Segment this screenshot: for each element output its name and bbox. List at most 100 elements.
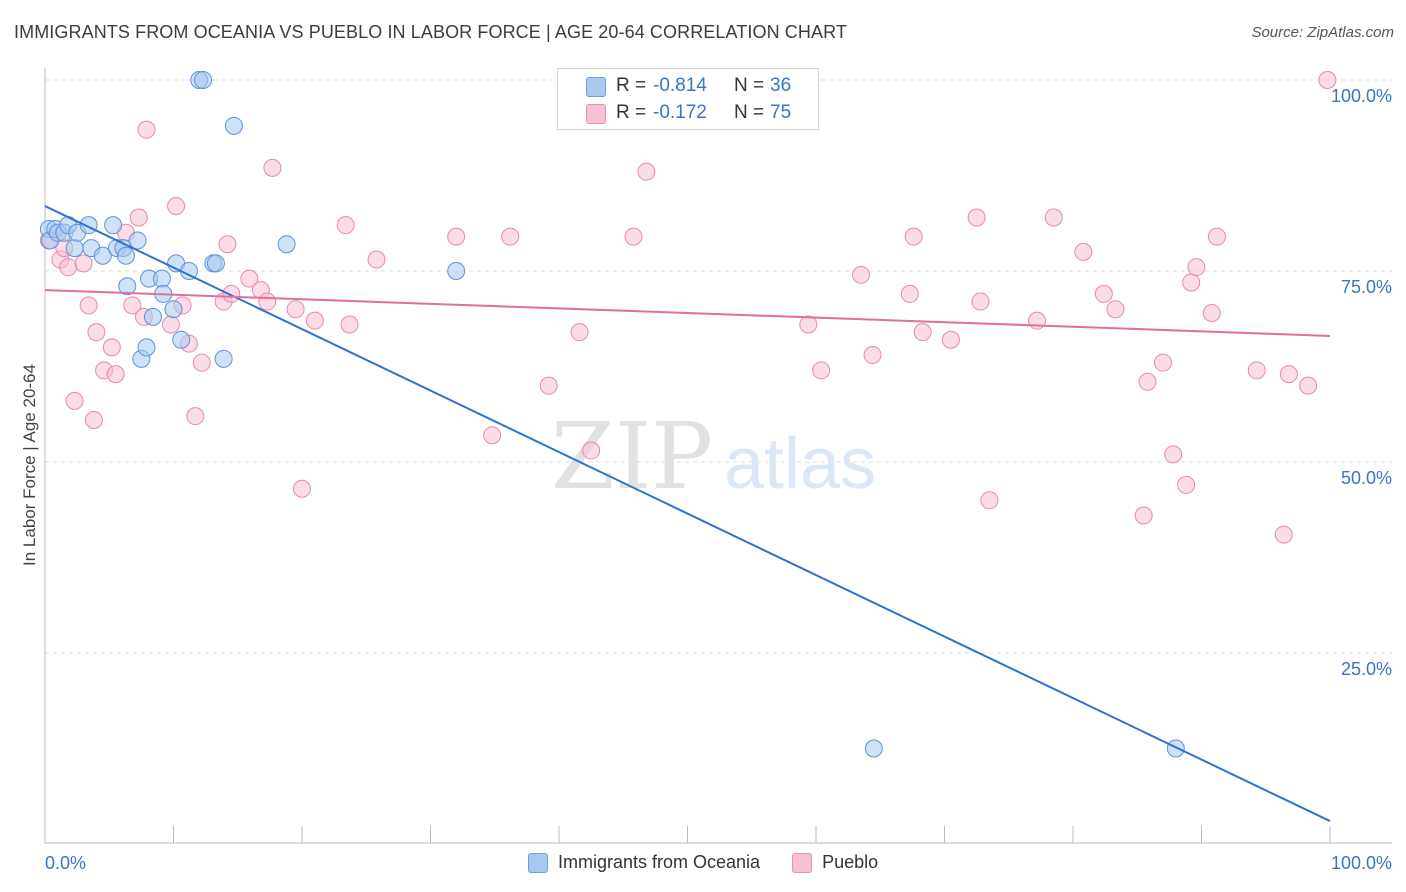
point-pueblo [1202, 304, 1221, 323]
trend-line-pueblo [44, 289, 1331, 337]
point-oceania [277, 235, 296, 254]
point-oceania [164, 300, 183, 319]
point-pueblo [913, 323, 932, 342]
legend-item-oceania: Immigrants from Oceania [528, 852, 760, 873]
point-pueblo [192, 353, 211, 372]
point-pueblo [84, 410, 103, 429]
point-pueblo [570, 323, 589, 342]
point-pueblo [1177, 475, 1196, 494]
point-pueblo [336, 216, 355, 235]
point-pueblo [79, 296, 98, 315]
point-pueblo [1094, 284, 1113, 303]
point-pueblo [367, 250, 386, 269]
legend-swatch-pueblo [792, 852, 813, 873]
point-pueblo [186, 407, 205, 426]
legend-label-oceania: Immigrants from Oceania [558, 852, 761, 872]
point-pueblo [1207, 227, 1226, 246]
watermark-atlas: atlas [724, 424, 876, 504]
trend-lines [44, 205, 1331, 822]
point-pueblo [637, 162, 656, 181]
axes [44, 68, 1392, 844]
point-oceania [116, 246, 135, 265]
stats-r-value: -0.172 [653, 102, 707, 123]
point-pueblo [447, 227, 466, 246]
stats-legend: R = -0.814 N = 36 R = -0.172 N = 75 [557, 68, 819, 130]
bottom-legend: Immigrants from Oceania Pueblo [528, 852, 900, 873]
stats-swatch-oceania [586, 77, 606, 97]
point-pueblo [582, 441, 601, 460]
point-pueblo [1299, 376, 1318, 395]
point-oceania [65, 239, 84, 258]
point-pueblo [340, 315, 359, 334]
point-pueblo [539, 376, 558, 395]
point-pueblo [222, 284, 241, 303]
point-pueblo [74, 254, 93, 273]
point-pueblo [286, 300, 305, 319]
point-oceania [118, 277, 137, 296]
point-pueblo [904, 227, 923, 246]
data-points [39, 71, 1337, 758]
point-pueblo [501, 227, 520, 246]
point-pueblo [941, 330, 960, 349]
y-tick-label: 75.0% [1341, 277, 1392, 297]
point-pueblo [218, 235, 237, 254]
point-oceania [206, 254, 225, 273]
stats-swatch-pueblo [586, 104, 606, 124]
point-pueblo [971, 292, 990, 311]
point-pueblo [293, 479, 311, 498]
point-oceania [104, 216, 123, 235]
point-pueblo [161, 315, 180, 334]
point-oceania [143, 307, 162, 326]
point-pueblo [483, 426, 502, 445]
source-note: Source: ZipAtlas.com [1251, 24, 1394, 41]
stats-r-value: -0.814 [653, 75, 707, 96]
stats-n-label: N = [734, 102, 765, 123]
point-pueblo [59, 258, 78, 277]
watermark-zip: ZIP [551, 403, 713, 510]
point-pueblo [967, 208, 986, 227]
watermark: ZIP atlas [551, 403, 876, 510]
point-pueblo [129, 208, 148, 227]
stats-r-label: R = [616, 102, 647, 123]
trend-line-oceania [44, 205, 1331, 822]
point-pueblo [87, 323, 106, 342]
point-pueblo [1318, 71, 1337, 89]
point-pueblo [624, 227, 643, 246]
y-tick-label: 100.0% [1331, 86, 1392, 106]
point-pueblo [123, 296, 142, 315]
stats-n-label: N = [734, 75, 765, 96]
point-pueblo [263, 158, 282, 177]
point-pueblo [1153, 353, 1172, 372]
point-pueblo [137, 120, 156, 139]
point-oceania [128, 231, 147, 250]
point-oceania [447, 262, 466, 280]
point-pueblo [106, 365, 125, 384]
point-pueblo [1044, 208, 1063, 227]
stats-n-value: 75 [770, 102, 792, 123]
point-pueblo [812, 361, 831, 380]
y-tick-label: 50.0% [1341, 468, 1392, 488]
point-pueblo [1274, 525, 1293, 544]
point-pueblo [1106, 300, 1125, 319]
point-pueblo [305, 311, 324, 330]
point-oceania [172, 330, 191, 349]
tick-labels: 25.0% 50.0% 75.0% 100.0% 0.0% 100.0% [45, 86, 1392, 873]
legend-item-pueblo: Pueblo [792, 852, 878, 873]
point-pueblo [1187, 258, 1206, 277]
point-pueblo [1279, 365, 1298, 384]
point-pueblo [1134, 506, 1153, 525]
point-pueblo [1247, 361, 1266, 380]
legend-swatch-oceania [528, 852, 548, 873]
point-oceania [864, 739, 883, 758]
point-pueblo [258, 292, 277, 311]
chart-title: IMMIGRANTS FROM OCEANIA VS PUEBLO IN LAB… [14, 22, 847, 42]
point-oceania [137, 338, 156, 357]
point-oceania [1166, 739, 1185, 758]
x-tick-label: 0.0% [45, 853, 86, 873]
point-pueblo [1074, 242, 1093, 261]
point-pueblo [799, 315, 818, 334]
stats-r-label: R = [616, 75, 647, 96]
y-tick-label: 25.0% [1341, 659, 1392, 679]
point-pueblo [1138, 372, 1157, 391]
